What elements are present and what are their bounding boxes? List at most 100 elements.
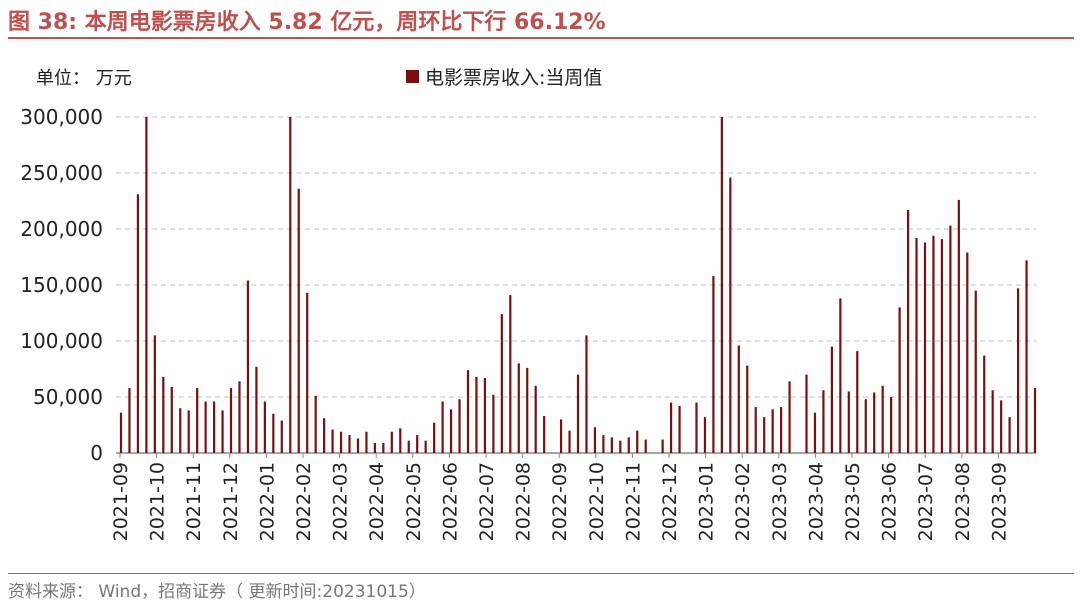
bar [145,117,148,453]
bar [390,431,393,453]
x-tick-label: 2022-10 [586,462,608,541]
x-tick-label: 2022-08 [513,462,535,541]
source-note: 资料来源： Wind，招商证券（ 更新时间:20231015） [8,582,426,602]
bar [864,399,867,453]
bar [433,422,436,453]
bar [348,435,351,453]
bar [204,401,207,453]
legend-swatch [406,70,419,83]
bar [966,252,969,453]
bar [881,385,884,453]
x-tick-label: 2022-02 [293,462,315,541]
x-tick-label: 2023-07 [915,462,937,541]
bar [170,386,173,453]
bar [297,188,300,453]
y-tick-label: 200,000 [20,217,103,241]
x-tick-label: 2022-11 [622,462,644,541]
bar [500,314,503,453]
bar [263,401,266,453]
x-tick-label: 2023-01 [696,462,718,541]
bar [136,194,140,453]
bar [399,428,402,453]
bar [196,388,199,453]
bar [449,409,453,453]
bar [306,292,309,453]
bar [373,442,376,453]
source-divider [8,573,1074,574]
bar [610,437,613,453]
x-tick-label: 2022-07 [476,462,498,541]
bar [331,429,334,453]
y-tick-label: 100,000 [20,329,103,353]
bar [289,117,292,453]
y-tick-label: 300,000 [20,105,103,129]
bar [1016,288,1020,453]
bar [957,199,960,453]
bar [788,381,791,453]
bar [509,295,512,453]
bar [974,290,977,453]
x-tick-label: 2023-03 [769,462,791,541]
bar [339,431,343,453]
bar [543,416,546,453]
bar [128,388,131,453]
bar [644,439,647,453]
bar [593,427,597,453]
title-divider [8,37,1074,39]
y-tick-label: 50,000 [33,385,103,409]
bar [534,385,537,453]
bar [153,335,156,453]
bar [822,390,825,453]
bar [923,242,927,453]
bar [763,417,766,453]
x-tick-label: 2023-06 [879,462,901,541]
bar [1025,260,1028,453]
bar [517,363,520,453]
bar [255,366,258,453]
x-tick-label: 2022-05 [403,462,425,541]
bar [729,177,732,454]
bar [424,440,427,453]
bar [238,381,241,453]
bar [559,419,563,453]
bar [492,394,495,453]
x-tick-label: 2022-06 [439,462,461,541]
bar [576,374,580,453]
bar [187,410,190,453]
bar [771,409,774,453]
bar [906,209,910,453]
bar [636,430,639,453]
bar [873,392,876,453]
x-tick-label: 2023-09 [988,462,1010,541]
bar [314,395,317,453]
bar [712,276,715,453]
bar [915,237,918,453]
bar [991,390,994,453]
x-tick-label: 2021-09 [110,462,132,541]
bar [119,412,123,453]
bar [847,391,850,453]
x-tick-label: 2023-04 [805,462,827,541]
bar [382,442,385,453]
bar [983,355,986,453]
x-tick-label: 2023-02 [732,462,754,541]
bar [703,417,707,453]
bar [356,438,360,453]
bar [229,388,233,453]
bar [1000,400,1003,453]
x-tick-label: 2021-10 [147,462,169,541]
x-tick-label: 2023-05 [842,462,864,541]
unit-label: 单位： 万元 [36,68,132,89]
x-tick-label: 2021-11 [183,462,205,541]
bar [246,280,250,453]
bar [780,407,783,453]
bar [856,351,859,453]
bar [466,370,470,453]
bar [940,239,944,453]
bar [441,401,444,453]
bar [1008,417,1011,453]
bar [407,440,410,453]
y-tick-label: 250,000 [20,161,103,185]
bar [280,420,283,453]
